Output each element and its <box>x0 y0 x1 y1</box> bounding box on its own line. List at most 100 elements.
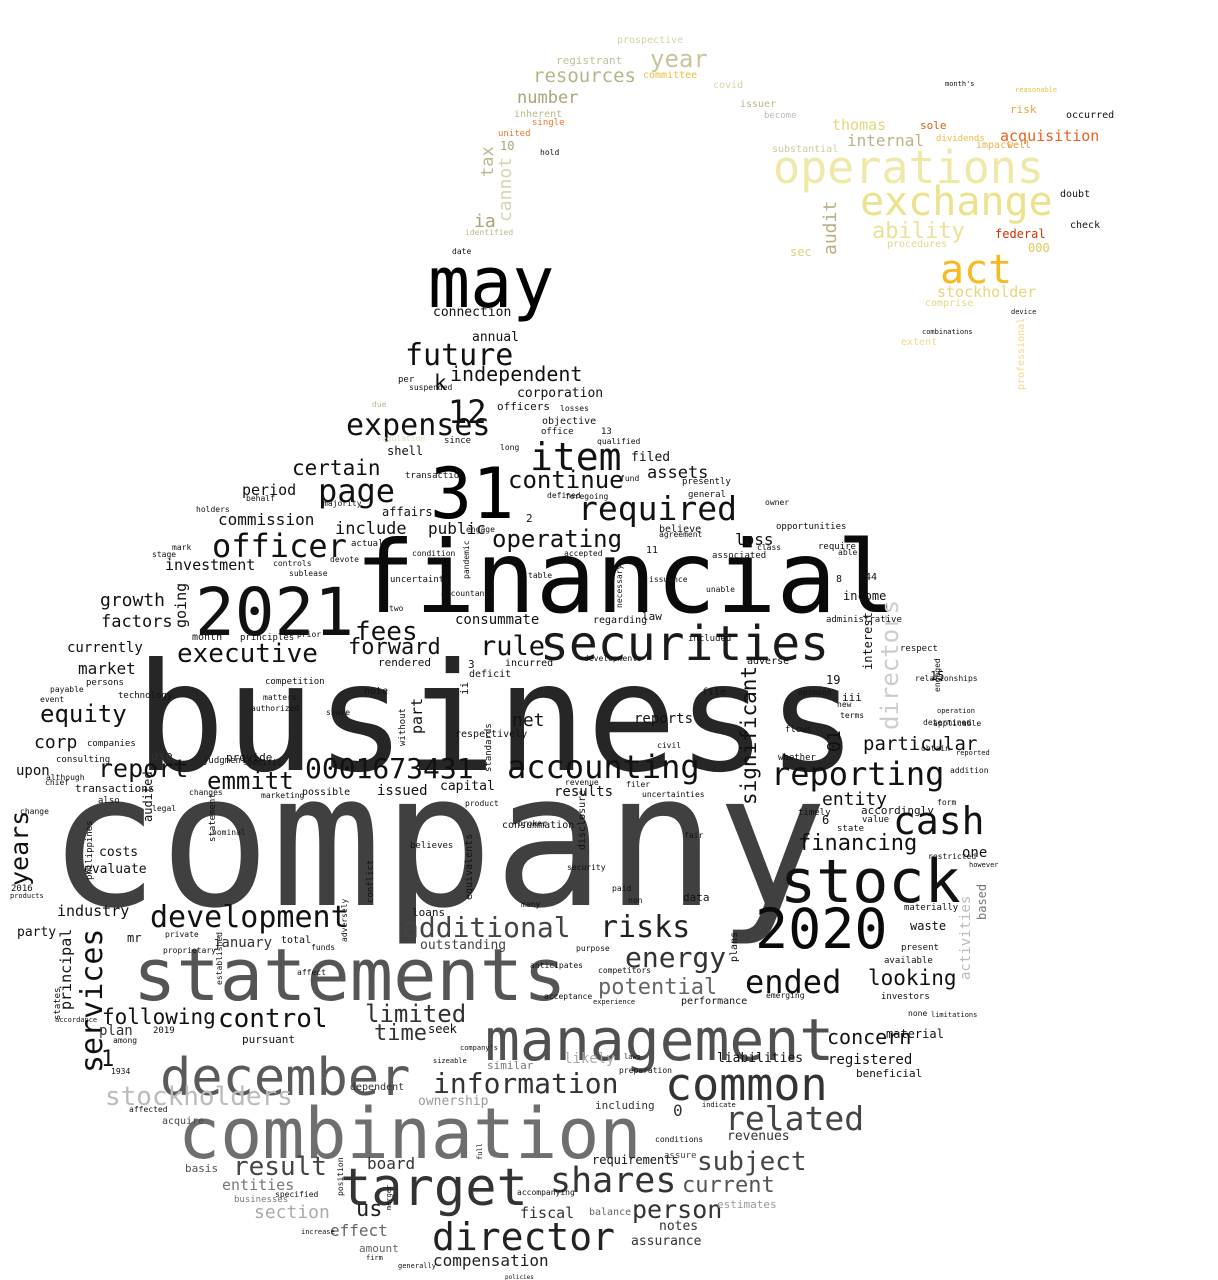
word-month: month <box>192 632 222 643</box>
word-report: report <box>98 754 188 783</box>
word-income: income <box>843 589 886 603</box>
word-state: state <box>837 824 864 834</box>
word-laws: laws <box>624 1053 641 1061</box>
word-opportunities: opportunities <box>776 522 846 532</box>
word-form: form <box>937 798 956 807</box>
word-necessary: necessary <box>615 564 624 608</box>
word-currently: currently <box>67 640 143 656</box>
word-qualified: qualified <box>597 437 641 446</box>
word-none: none <box>908 1009 927 1018</box>
word-following: following <box>102 1005 216 1029</box>
word-position: position <box>336 1157 345 1196</box>
word-required: required <box>578 489 737 528</box>
word-reported: reported <box>956 749 990 757</box>
word-certain: certain <box>292 456 381 480</box>
word-filed: filed <box>631 450 670 465</box>
word-opinion: opinion <box>798 688 832 697</box>
word-engaged: engaged <box>933 658 942 692</box>
word-party: party <box>17 925 56 940</box>
word-ia: ia <box>474 211 496 232</box>
word-management: management <box>485 1006 834 1074</box>
word-share: share <box>326 708 350 717</box>
word-seek: seek <box>428 1022 458 1036</box>
word-ownership: ownership <box>418 1094 489 1109</box>
word-believe: believe <box>659 524 701 535</box>
word-31: 31 <box>430 453 514 535</box>
word-stockholder: stockholder <box>937 283 1036 301</box>
word-however: however <box>969 861 999 869</box>
word-included: included <box>688 634 731 644</box>
word-substantial: substantial <box>772 144 838 155</box>
word-companies: companies <box>87 739 136 749</box>
word-agreement: agreement <box>659 530 703 539</box>
word-controls: controls <box>273 559 312 568</box>
word-costs: costs <box>99 845 138 860</box>
word-include: include <box>335 519 407 539</box>
word-board: board <box>367 1154 415 1173</box>
word-consulting: consulting <box>56 755 110 765</box>
word-investment: investment <box>165 556 255 574</box>
word-operation: operation <box>937 707 975 715</box>
word-accountants: accountants <box>441 589 494 598</box>
word-performance: performance <box>681 996 747 1007</box>
word-emmitt: emmitt <box>207 767 294 795</box>
word-limited: limited <box>365 1000 466 1028</box>
word-executive: executive <box>177 639 318 669</box>
word-assurance: assurance <box>631 1234 702 1249</box>
word-combination: combination <box>178 1093 642 1175</box>
word-market: market <box>78 659 136 678</box>
word-device: device <box>1011 308 1036 316</box>
word-states: states <box>53 987 63 1020</box>
word-revenues: revenues <box>727 1129 790 1144</box>
word-2019: 2019 <box>153 1026 175 1036</box>
word-incurred: incurred <box>505 658 553 669</box>
word-extent: extent <box>901 337 937 348</box>
word-expenses: expenses <box>346 408 491 443</box>
word-many: many <box>521 900 540 909</box>
word-19: 19 <box>826 673 840 687</box>
word-loans: loans <box>412 906 445 919</box>
word-independent: independent <box>450 362 582 386</box>
word-estimates: estimates <box>717 1198 777 1211</box>
word-check: check <box>1070 220 1100 231</box>
word-acceptance: acceptance <box>544 992 592 1001</box>
word-applicable: applicable <box>933 719 981 728</box>
word-long: long <box>500 443 519 452</box>
word-since: since <box>444 436 471 446</box>
word-stockholders: stockholders <box>105 1082 293 1112</box>
word-2021: 2021 <box>195 574 354 651</box>
word-owner: owner <box>765 498 789 507</box>
word-similar: similar <box>487 1059 534 1072</box>
word-pursuant: pursuant <box>242 1033 295 1046</box>
word-law: law <box>642 610 662 623</box>
word-available: available <box>884 956 933 966</box>
word-tax: tax <box>478 146 498 177</box>
word-reports: reports <box>634 711 693 727</box>
word-statements: statements <box>133 933 566 1017</box>
word-competitors: competitors <box>598 966 651 975</box>
word-public: public <box>428 519 486 538</box>
word-administrative: administrative <box>826 615 902 625</box>
word-equivalents: equivalents <box>464 834 475 900</box>
word-assure: assure <box>664 1151 697 1161</box>
word-one: one <box>962 845 987 861</box>
word-commission: commission <box>218 510 314 529</box>
word-businesses: businesses <box>234 1195 288 1205</box>
word-risks: risks <box>600 910 690 945</box>
word-issuance: issuance <box>649 575 688 584</box>
word-balance: balance <box>589 1207 631 1218</box>
word-materially: materially <box>904 903 959 913</box>
word-transactions: transactions <box>75 782 154 795</box>
word-principal: principal <box>57 929 75 1010</box>
word-acquire: acquire <box>162 1116 204 1127</box>
word-time: time <box>374 1021 427 1046</box>
word-upon: upon <box>16 763 50 779</box>
word-including: including <box>595 1099 655 1112</box>
word-covid: covid <box>713 80 743 91</box>
word-company: company <box>48 733 828 949</box>
word-compensation: compensation <box>433 1251 549 1270</box>
word-philippines: philippines <box>85 820 95 880</box>
word-services: services <box>75 929 110 1074</box>
word-uncertainties: uncertainties <box>642 790 705 799</box>
word-relationships: relationships <box>915 674 978 683</box>
